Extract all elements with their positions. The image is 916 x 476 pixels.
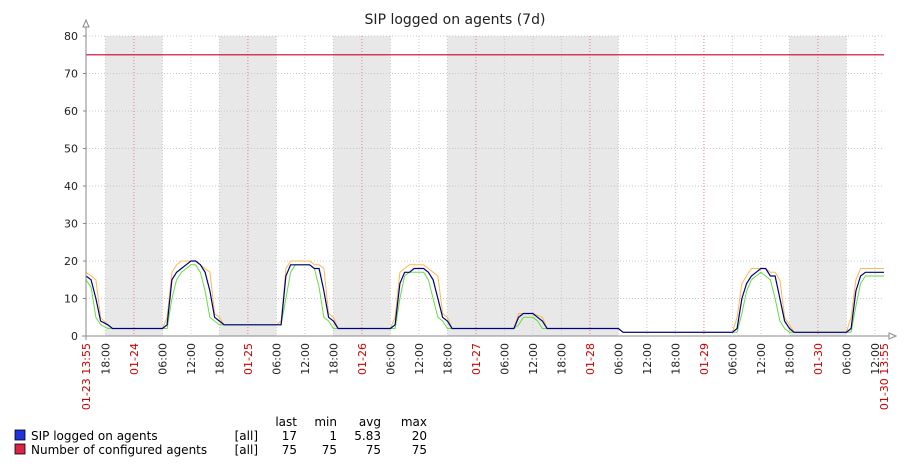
y-tick-label-10: 10: [64, 293, 78, 306]
y-tick-label-40: 40: [64, 180, 78, 193]
x-hour-label-28-6: 06:00: [612, 343, 625, 375]
x-start-label: 01-23 13:55: [80, 343, 93, 410]
x-hour-label-29-18: 18:00: [783, 343, 796, 375]
axes: [82, 18, 898, 340]
x-day-label-01-25: 01-25: [242, 343, 255, 375]
x-hour-label-24-6: 06:00: [156, 343, 169, 375]
x-hour-label-26-18: 18:00: [441, 343, 454, 375]
x-day-label-01-24: 01-24: [128, 343, 141, 375]
y-tick-label-60: 60: [64, 105, 78, 118]
y-tick-label-80: 80: [64, 30, 78, 43]
x-end-label: 01-30 13:55: [878, 343, 891, 410]
x-hour-label-27-18: 18:00: [555, 343, 568, 375]
y-axis-arrow: [82, 18, 90, 28]
y-axis-ticks: 0 10 20 30 40 50 60 70 80: [64, 30, 78, 343]
y-tick-label-0: 0: [71, 330, 78, 343]
x-hour-label-28-12: 12:00: [641, 343, 654, 375]
x-day-label-01-26: 01-26: [356, 343, 369, 375]
chart-title: SIP logged on agents (7d): [365, 12, 546, 28]
x-day-label-01-27: 01-27: [470, 343, 483, 375]
x-hour-label-25-18: 18:00: [327, 343, 340, 375]
y-tick-label-20: 20: [64, 255, 78, 268]
series-lines: [85, 54, 884, 333]
x-hour-label-26-12: 12:00: [413, 343, 426, 375]
x-hour-label-28-18: 18:00: [669, 343, 682, 375]
series-line-0: [85, 260, 884, 333]
x-hour-label-29-6: 06:00: [726, 343, 739, 375]
x-hour-label-25-6: 06:00: [270, 343, 283, 375]
x-hour-label-27-6: 06:00: [498, 343, 511, 375]
x-hour-label-27-12: 12:00: [527, 343, 540, 375]
x-day-label-01-30: 01-30: [812, 343, 825, 375]
x-day-label-01-29: 01-29: [698, 343, 711, 375]
x-hour-label-24-18: 18:00: [213, 343, 226, 375]
y-tick-label-50: 50: [64, 143, 78, 156]
x-hour-label-25-12: 12:00: [299, 343, 312, 375]
x-hour-label-29-12: 12:00: [755, 343, 768, 375]
x-hour-label-30-6: 06:00: [840, 343, 853, 375]
x-hour-label-23-18: 18:00: [99, 343, 112, 375]
x-hour-label-24-12: 12:00: [185, 343, 198, 375]
x-day-label-01-28: 01-28: [584, 343, 597, 375]
y-tick-label-30: 30: [64, 218, 78, 231]
x-axis-arrow: [888, 332, 898, 340]
y-tick-label-70: 70: [64, 68, 78, 81]
x-hour-label-26-6: 06:00: [384, 343, 397, 375]
grid: [86, 35, 884, 336]
x-hour-label-30-12: 12:00: [869, 343, 882, 375]
x-axis-ticks: 18:00 01-24 06:00 12:00 18:00 01-25 06:00 12:00…: [80, 343, 891, 410]
